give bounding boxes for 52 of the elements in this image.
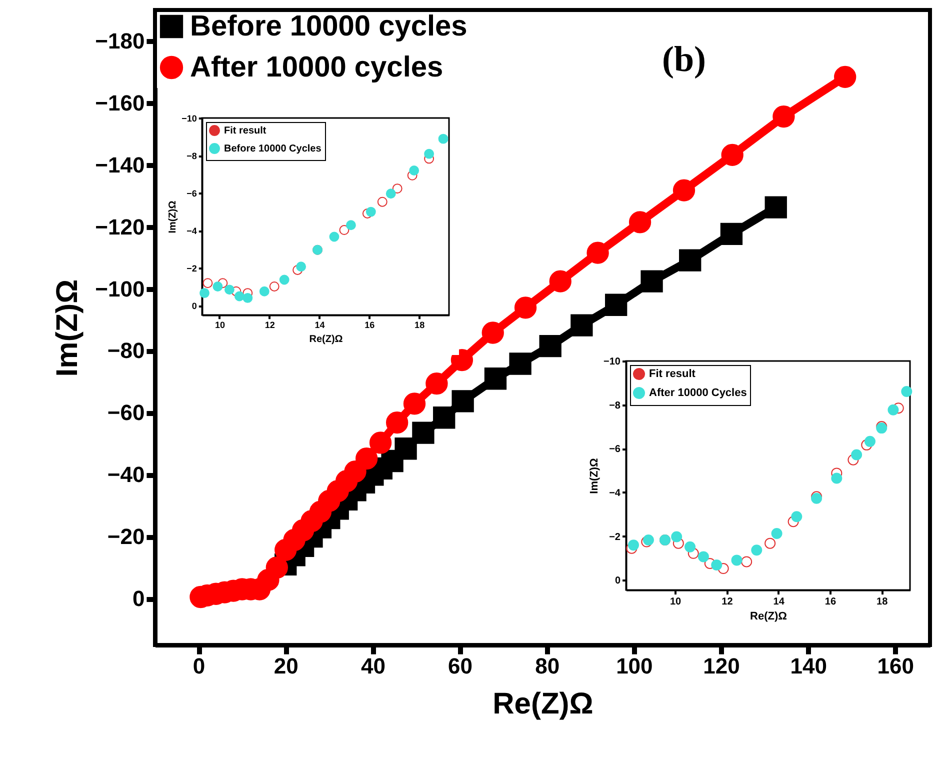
- y-tick-label: −10: [182, 114, 197, 124]
- y-axis-title: Im(Z)Ω: [588, 458, 601, 494]
- y-tick-label: −120: [95, 214, 145, 240]
- y-tick-label: −60: [107, 400, 145, 426]
- y-tick-label: −4: [609, 488, 621, 499]
- legend-label: Before 10000 cycles: [190, 10, 468, 42]
- x-tick-label: 14: [773, 596, 785, 608]
- x-axis-title: Re(Z)Ω: [492, 687, 594, 720]
- y-tick-label: −160: [95, 90, 145, 116]
- x-tick-label: 18: [876, 596, 888, 608]
- x-tick-label: 40: [360, 653, 386, 678]
- y-tick-label: −180: [95, 28, 145, 54]
- y-tick-label: −100: [95, 276, 145, 302]
- y-tick-label: −20: [107, 524, 145, 550]
- x-axis-title: Re(Z)Ω: [750, 610, 788, 622]
- x-tick-label: 18: [414, 320, 425, 330]
- x-axis-title: Re(Z)Ω: [309, 334, 343, 346]
- x-tick-label: 10: [214, 320, 225, 330]
- x-tick-label: 80: [535, 653, 560, 678]
- legend-label: After 10000 cycles: [190, 52, 444, 84]
- x-tick-label: 160: [877, 653, 914, 678]
- y-tick-label: −2: [186, 264, 197, 274]
- y-tick-label: −4: [186, 226, 197, 236]
- y-axis-title: Im(Z)Ω: [168, 200, 179, 234]
- y-tick-label: −80: [107, 338, 145, 364]
- x-tick-label: 16: [364, 320, 375, 330]
- x-tick-label: 60: [448, 653, 473, 678]
- y-tick-label: −8: [609, 400, 621, 412]
- x-tick-label: 10: [670, 596, 682, 608]
- y-tick-label: −6: [609, 444, 621, 456]
- legend-label: After 10000 Cycles: [649, 387, 747, 399]
- x-tick-label: 20: [274, 653, 298, 678]
- y-axis-title: Im(Z)Ω: [51, 279, 84, 377]
- x-tick-label: 12: [264, 320, 275, 330]
- y-tick-label: 0: [614, 576, 621, 587]
- y-tick-label: −6: [186, 188, 197, 199]
- x-tick-label: 100: [616, 653, 653, 678]
- annotation: (b): [662, 38, 706, 80]
- y-tick-label: 0: [192, 301, 197, 312]
- legend-label: Fit result: [224, 126, 267, 136]
- legend-label: Fit result: [649, 368, 696, 380]
- y-tick-label: −2: [609, 532, 621, 543]
- legend-label: Before 10000 Cycles: [224, 144, 322, 154]
- x-tick-label: 140: [790, 653, 827, 678]
- y-tick-label: −140: [95, 152, 145, 178]
- y-tick-label: −10: [604, 356, 621, 368]
- x-tick-label: 12: [722, 596, 734, 608]
- y-tick-label: −8: [186, 151, 197, 162]
- x-tick-label: 14: [314, 320, 325, 330]
- y-tick-label: −40: [107, 462, 145, 488]
- x-tick-label: 120: [703, 653, 740, 678]
- x-tick-label: 16: [824, 596, 836, 608]
